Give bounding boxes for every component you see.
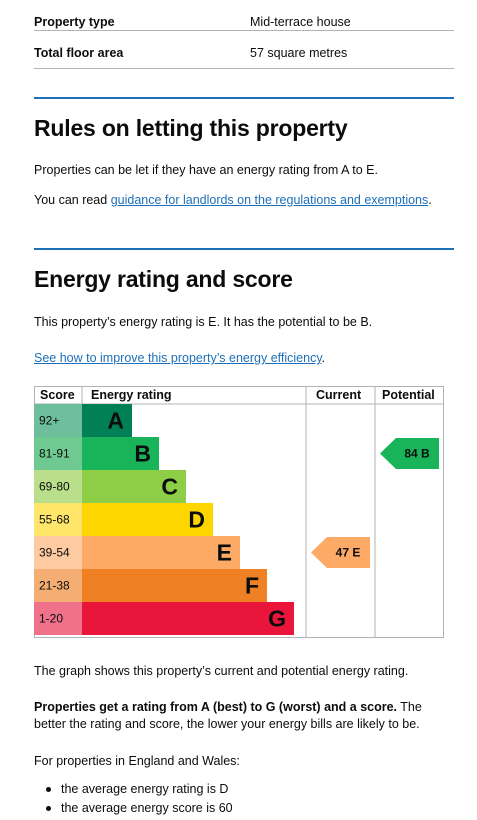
header-potential: Potential: [382, 388, 435, 402]
rating-letter: C: [161, 474, 178, 500]
guidance-suffix: .: [428, 193, 432, 207]
score-range-label: 69-80: [39, 480, 70, 494]
rating-bar-d: [82, 503, 213, 536]
energy-statement: This property’s energy rating is E. It h…: [34, 315, 373, 329]
energy-heading: Energy rating and score: [34, 266, 293, 292]
score-range-label: 21-38: [39, 579, 70, 593]
rating-letter: F: [245, 573, 259, 599]
rating-letter: A: [107, 408, 124, 434]
score-cell: [34, 503, 82, 536]
score-range-label: 92+: [39, 414, 59, 428]
rating-bar-f: [82, 569, 267, 602]
score-explanation: Properties get a rating from A (best) to…: [34, 699, 444, 733]
guidance-link[interactable]: guidance for landlords on the regulation…: [110, 193, 429, 207]
rating-bar-c: [82, 470, 186, 503]
summary-value: Mid-terrace house: [250, 15, 351, 29]
rating-letter: B: [134, 441, 151, 467]
improve-paragraph: See how to improve this property’s energ…: [34, 350, 454, 367]
rules-heading: Rules on letting this property: [34, 115, 348, 141]
rating-bar-a: [82, 404, 132, 437]
guidance-paragraph: You can read guidance for landlords on t…: [34, 192, 454, 209]
score-cell: [34, 404, 82, 437]
score-range-label: 81-91: [39, 447, 70, 461]
rating-letter: D: [188, 507, 205, 533]
score-range-label: 55-68: [39, 513, 70, 527]
potential-rating-label: 84 B: [404, 447, 430, 461]
section-divider: [34, 97, 454, 99]
score-explanation-bold: Properties get a rating from A (best) to…: [34, 700, 398, 714]
potential-arrow: [380, 438, 439, 469]
header-current: Current: [316, 388, 362, 402]
score-cell: [34, 536, 82, 569]
improve-efficiency-link[interactable]: See how to improve this property’s energ…: [34, 351, 322, 365]
score-cell: [34, 602, 82, 635]
score-explanation-rest: The better the rating and score, the low…: [34, 700, 422, 731]
list-item: the average energy rating is D: [34, 780, 233, 799]
score-range-label: 1-20: [39, 612, 63, 626]
averages-list: the average energy rating is D the avera…: [34, 780, 233, 818]
rating-bar-b: [82, 437, 159, 470]
list-item: the average energy score is 60: [34, 799, 233, 818]
summary-label: Property type: [34, 15, 115, 29]
guidance-prefix: You can read: [34, 193, 111, 207]
current-rating-label: 47 E: [336, 546, 361, 560]
summary-row-floor-area: Total floor area 57 square metres: [34, 38, 454, 69]
rating-letter: G: [268, 606, 286, 632]
current-arrow: [311, 537, 370, 568]
rating-letter: E: [217, 540, 232, 566]
score-cell: [34, 437, 82, 470]
header-score: Score: [40, 388, 75, 402]
summary-label: Total floor area: [34, 46, 124, 60]
improve-suffix: .: [321, 351, 326, 365]
energy-rating-graph: 92+ A 81-91 B 69-80 C 55-68 D 39-54 E 21-38 F 1-20 G 4…: [34, 386, 444, 638]
summary-row-property-type: Property type Mid-terrace house: [34, 0, 454, 31]
rating-bar-g: [82, 602, 294, 635]
section-divider: [34, 248, 454, 250]
score-cell: [34, 470, 82, 503]
header-energy-rating: Energy rating: [91, 388, 172, 402]
graph-caption: The graph shows this property’s current …: [34, 664, 409, 678]
score-cell: [34, 569, 82, 602]
rules-text: Properties can be let if they have an en…: [34, 163, 378, 177]
energy-rating-chart: 92+ A 81-91 B 69-80 C 55-68 D 39-54 E 21-38 F 1-20 G 4…: [34, 386, 444, 638]
summary-value: 57 square metres: [250, 46, 348, 60]
region-text: For properties in England and Wales:: [34, 754, 240, 768]
rating-bar-e: [82, 536, 240, 569]
score-range-label: 39-54: [39, 546, 70, 560]
